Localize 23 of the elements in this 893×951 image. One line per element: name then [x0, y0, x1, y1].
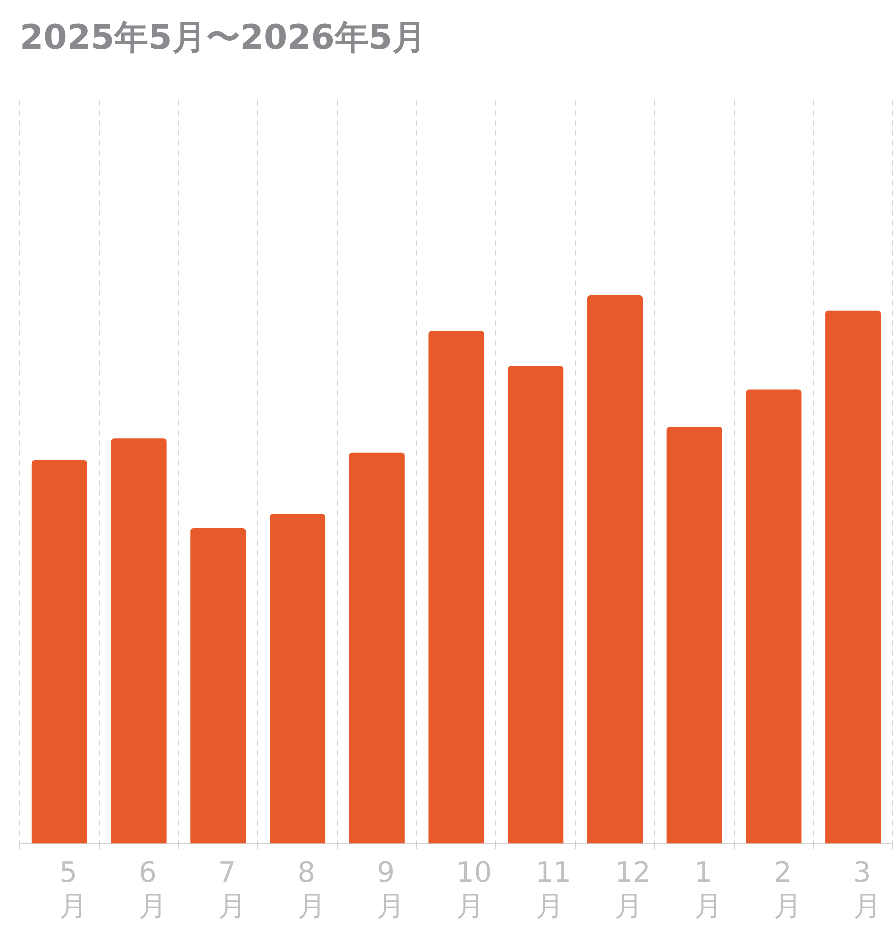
x-tick-label: 6月 — [139, 856, 168, 922]
x-tick-label: 9月 — [377, 856, 406, 922]
chart-title: 2025年5月〜2026年5月 — [20, 18, 427, 58]
bar — [508, 366, 564, 844]
bar — [428, 331, 484, 844]
bar — [666, 427, 722, 844]
x-tick-label: 5月 — [60, 856, 88, 922]
x-tick-label: 7月 — [218, 856, 246, 922]
bar — [349, 452, 405, 844]
x-tick-label: 11月 — [536, 856, 572, 922]
x-tick-label: 10月 — [456, 856, 492, 922]
bar — [826, 310, 882, 844]
x-tick-label: 8月 — [298, 856, 326, 922]
x-tick-label: 2月 — [774, 856, 802, 922]
x-tick-label: 12月 — [615, 856, 651, 922]
bar — [587, 295, 644, 844]
bar — [190, 528, 246, 844]
bar — [270, 514, 326, 844]
x-tick-label: 1月 — [694, 856, 723, 922]
bar — [111, 438, 167, 844]
bar — [746, 390, 802, 844]
x-tick-label: 3月 — [853, 856, 882, 922]
bar — [32, 460, 88, 844]
